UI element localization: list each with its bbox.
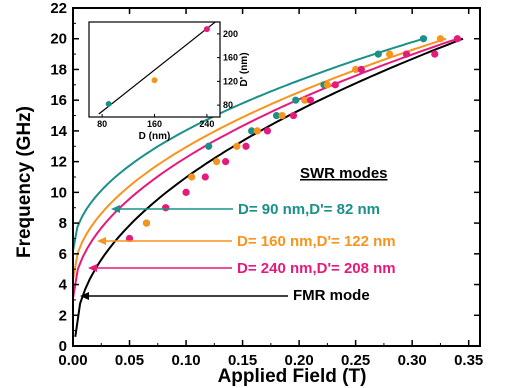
arrow-orange-head	[97, 237, 106, 245]
annotation-arrows	[80, 205, 288, 300]
data-point	[292, 96, 300, 104]
annotation-fmr: FMR mode	[293, 287, 370, 304]
y-tick-label: 12	[50, 154, 67, 171]
y-tick-label: 6	[59, 246, 67, 263]
data-point	[306, 96, 315, 104]
annotation-magenta: D= 240 nm,D'= 208 nm	[237, 260, 396, 277]
fit-curve-fmr	[74, 37, 464, 337]
y-tick-label: 0	[59, 338, 67, 355]
data-point	[201, 173, 209, 181]
data-point	[242, 142, 250, 150]
annotation-teal: D= 90 nm,D'= 82 nm	[238, 201, 380, 218]
x-tick-label: 0.10	[171, 352, 200, 369]
data-point	[385, 50, 394, 58]
y-axis-label: Frequency (GHz)	[14, 106, 35, 258]
inset-point	[105, 100, 112, 107]
fit-curve-f7941d	[72, 37, 447, 281]
y-tick-label: 10	[50, 184, 67, 201]
inset-y-tick-label: 120	[223, 76, 238, 86]
inset-x-tick-label: 160	[147, 119, 162, 129]
data-point	[182, 188, 190, 196]
x-axis-label: Applied Field (T)	[218, 366, 367, 387]
data-point	[142, 219, 151, 227]
data-point	[357, 65, 365, 74]
data-point	[222, 158, 230, 166]
inset-plot: 80 160 240 80 120 160 200 D (nm) D' (nm)	[88, 21, 250, 142]
data-point	[278, 111, 286, 120]
data-point	[323, 81, 331, 89]
main-axes: 0.00 0.05 0.10 0.15 0.20 0.25 0.30 0.35 0 2 4 6 8 10 1…	[50, 0, 483, 369]
y-tick-label: 18	[50, 61, 67, 78]
y-tick-label: 14	[50, 123, 67, 140]
data-point	[453, 35, 461, 43]
data-point	[374, 50, 382, 58]
inset-fit-line	[98, 22, 217, 115]
fit-curves	[72, 37, 464, 337]
data-point	[436, 35, 445, 43]
fit-curve-e6197d	[72, 37, 458, 299]
annotation-heading: SWR modes	[300, 165, 388, 182]
data-point	[301, 96, 309, 104]
arrow-fmr-head	[80, 292, 89, 300]
x-tick-label: 0.05	[115, 352, 144, 369]
x-tick-label: 0.35	[454, 352, 483, 369]
data-point	[352, 65, 360, 74]
data-point	[431, 50, 439, 58]
y-tick-label: 20	[50, 31, 67, 48]
data-point	[162, 204, 170, 212]
x-tick-label: 0.20	[285, 352, 314, 369]
data-point	[248, 127, 256, 135]
annotation-orange: D= 160 nm,D'= 122 nm	[237, 233, 396, 250]
inset-point	[151, 77, 158, 84]
inset-y-label: D' (nm)	[239, 52, 250, 86]
data-point	[263, 127, 272, 135]
data-point	[289, 111, 298, 120]
fit-curve-1a9088	[72, 37, 424, 251]
y-tick-label: 16	[50, 92, 67, 109]
data-point	[233, 142, 241, 150]
data-point	[205, 142, 213, 150]
inset-y-tick-label: 160	[223, 53, 238, 63]
x-tick-label: 0.00	[58, 352, 87, 369]
x-tick-label: 0.15	[228, 352, 257, 369]
arrow-magenta-head	[88, 264, 97, 272]
inset-point	[203, 26, 210, 33]
inset-x-tick-label: 80	[97, 119, 107, 129]
data-point	[419, 35, 428, 43]
y-tick-label: 22	[50, 0, 67, 17]
data-point	[331, 81, 339, 89]
data-points	[125, 35, 461, 243]
inset-y-tick-label: 80	[223, 100, 233, 110]
inset-x-tick-label: 240	[199, 119, 214, 129]
data-point	[212, 158, 221, 166]
arrow-teal-head	[111, 205, 120, 213]
y-tick-label: 4	[59, 277, 68, 294]
y-tick-label: 8	[59, 215, 67, 232]
inset-y-tick-label: 200	[223, 29, 238, 39]
data-point	[272, 111, 281, 120]
y-tick-label: 2	[59, 307, 67, 324]
data-point	[188, 173, 196, 181]
x-tick-label: 0.25	[341, 352, 370, 369]
x-tick-label: 0.30	[398, 352, 427, 369]
inset-x-label: D (nm)	[139, 131, 171, 142]
data-point	[253, 127, 261, 135]
data-point	[402, 50, 411, 58]
